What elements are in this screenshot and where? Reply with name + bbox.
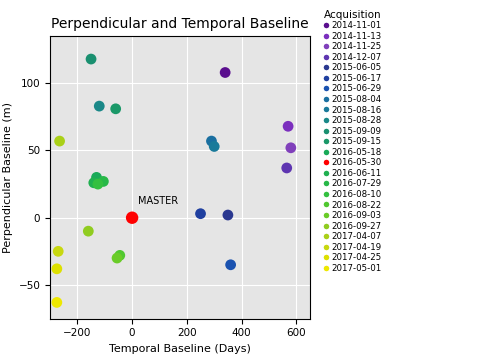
Point bbox=[94, 181, 102, 187]
Point bbox=[208, 138, 216, 144]
Point bbox=[100, 178, 108, 184]
Point bbox=[226, 262, 234, 268]
Point bbox=[54, 248, 62, 254]
Point bbox=[92, 174, 100, 180]
Point bbox=[96, 103, 104, 109]
Point bbox=[282, 165, 290, 171]
Point bbox=[287, 145, 295, 151]
Y-axis label: Perpendicular Baseline (m): Perpendicular Baseline (m) bbox=[3, 102, 13, 253]
Point bbox=[113, 255, 121, 261]
Point bbox=[112, 106, 120, 112]
Point bbox=[90, 180, 98, 186]
Point bbox=[87, 56, 95, 62]
Point bbox=[284, 123, 292, 129]
Point bbox=[56, 138, 64, 144]
X-axis label: Temporal Baseline (Days): Temporal Baseline (Days) bbox=[109, 344, 251, 354]
Point bbox=[210, 144, 218, 150]
Point bbox=[53, 266, 61, 272]
Point bbox=[128, 215, 136, 220]
Point bbox=[53, 299, 61, 305]
Title: Perpendicular and Temporal Baseline: Perpendicular and Temporal Baseline bbox=[51, 17, 309, 31]
Point bbox=[224, 212, 232, 218]
Point bbox=[221, 70, 229, 75]
Legend: 2014-11-01, 2014-11-13, 2014-11-25, 2014-12-07, 2015-06-05, 2015-06-17, 2015-06-: 2014-11-01, 2014-11-13, 2014-11-25, 2014… bbox=[322, 8, 384, 274]
Point bbox=[84, 228, 92, 234]
Point bbox=[196, 211, 204, 216]
Point bbox=[116, 252, 124, 258]
Text: MASTER: MASTER bbox=[138, 196, 177, 206]
